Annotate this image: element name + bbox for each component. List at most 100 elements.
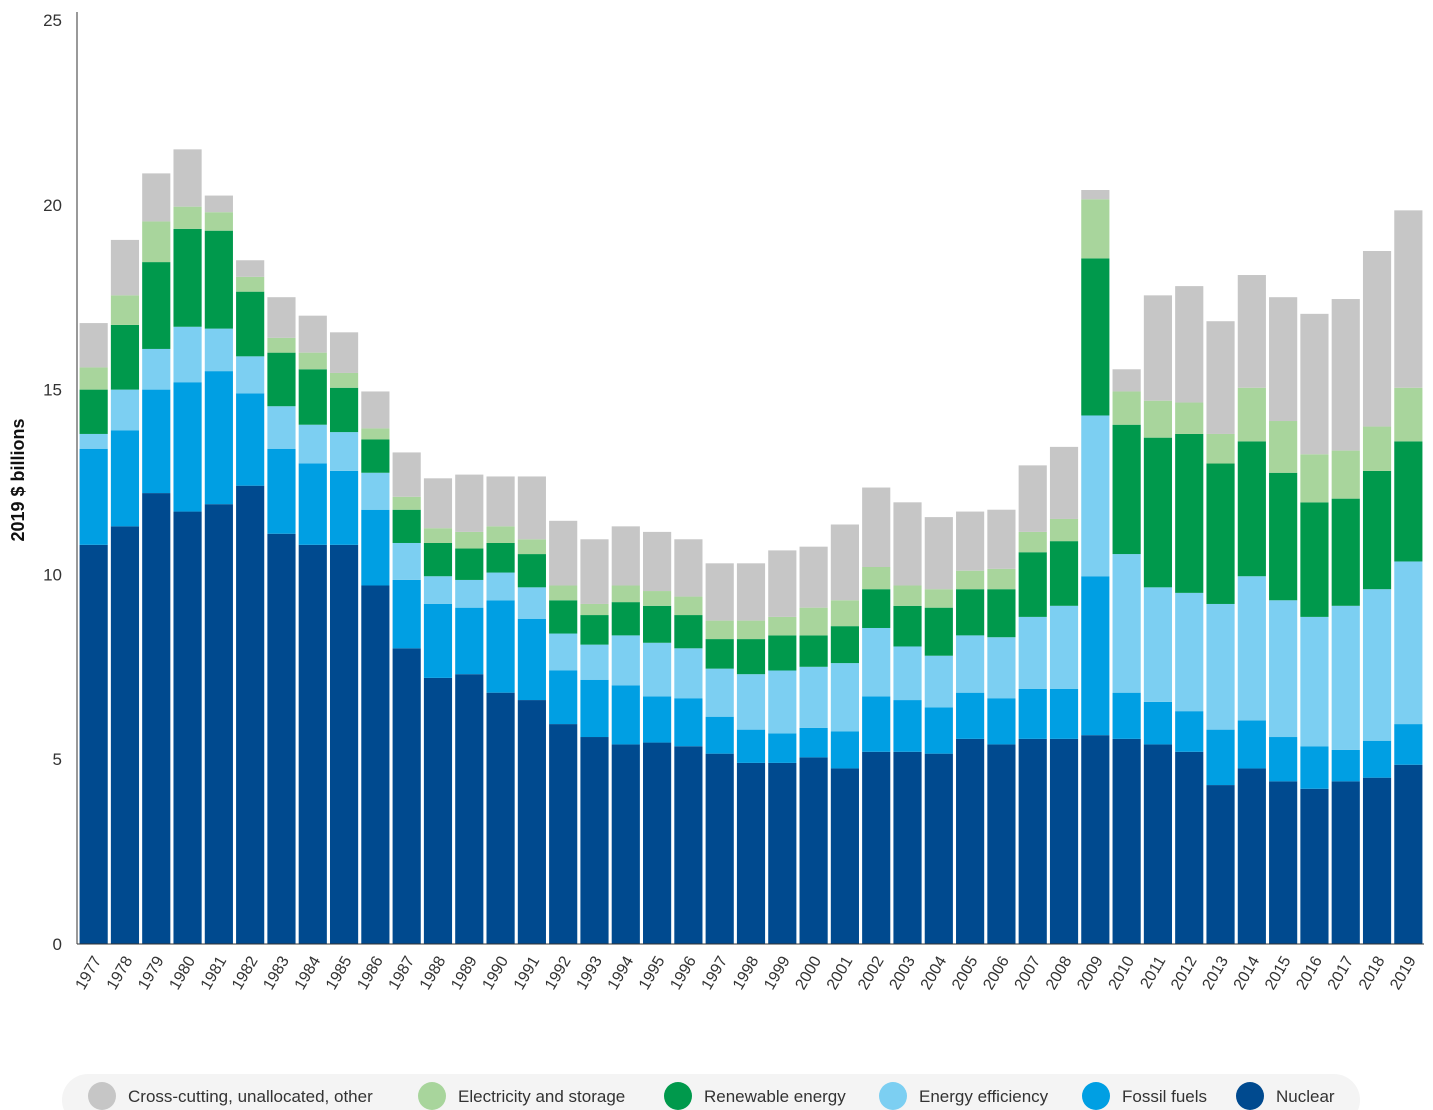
x-tick-label: 1981 bbox=[198, 953, 231, 992]
x-tick-label: 2001 bbox=[824, 953, 857, 992]
bar-segment bbox=[799, 666, 828, 728]
bar-segment bbox=[987, 637, 1016, 699]
bar-segment bbox=[517, 476, 546, 540]
bar-segment bbox=[329, 332, 359, 373]
bar-segment bbox=[455, 579, 484, 608]
y-tick-label: 20 bbox=[43, 196, 62, 215]
x-tick-label: 2010 bbox=[1106, 953, 1139, 992]
bar-segment bbox=[267, 533, 296, 944]
bar-segment bbox=[736, 620, 766, 640]
bar-segment bbox=[173, 206, 202, 229]
bar-segment bbox=[956, 738, 985, 944]
bar-segment bbox=[1362, 740, 1392, 778]
bar-segment bbox=[204, 212, 233, 231]
bar-segment bbox=[79, 448, 108, 545]
bar-segment bbox=[1269, 297, 1298, 422]
bar-segment bbox=[1112, 424, 1141, 555]
bar-segment bbox=[142, 389, 171, 494]
x-tick-label: 2002 bbox=[855, 953, 888, 992]
bar-segment bbox=[1206, 603, 1235, 730]
bar-segment bbox=[1112, 738, 1141, 944]
x-tick-label: 2003 bbox=[886, 953, 919, 992]
bar-segment bbox=[392, 509, 421, 543]
bar-segment bbox=[956, 570, 985, 590]
bar-segment bbox=[862, 696, 891, 752]
bar-segment bbox=[79, 389, 108, 434]
bar-segment bbox=[799, 757, 828, 944]
bar-segment bbox=[643, 531, 672, 592]
bar-segment bbox=[830, 768, 859, 944]
bar-segment bbox=[643, 605, 672, 643]
bar-segment bbox=[1362, 470, 1392, 590]
bar-segment bbox=[580, 679, 609, 738]
bar-segment bbox=[173, 511, 202, 944]
bar-segment bbox=[204, 328, 233, 372]
bar-segment bbox=[799, 635, 828, 667]
bar-segment bbox=[1081, 735, 1110, 944]
x-tick-label: 2004 bbox=[918, 953, 951, 992]
bar-segment bbox=[392, 648, 421, 944]
bar-segment bbox=[1112, 692, 1141, 739]
bar-segment bbox=[423, 478, 453, 529]
bar-segment bbox=[893, 585, 922, 606]
bar-segment bbox=[110, 526, 140, 944]
bar-segment bbox=[110, 389, 140, 431]
x-tick-label: 1999 bbox=[761, 953, 794, 992]
bar-segment bbox=[674, 648, 703, 699]
legend-label: Electricity and storage bbox=[458, 1087, 625, 1106]
bar-segment bbox=[236, 356, 265, 394]
x-tick-label: 1978 bbox=[104, 953, 137, 992]
bar-segment bbox=[517, 554, 546, 588]
bar-segment bbox=[1300, 454, 1329, 503]
bar-segment bbox=[423, 542, 453, 577]
bar-segment bbox=[173, 326, 202, 383]
bar-segment bbox=[1394, 561, 1423, 725]
bar-segment bbox=[987, 744, 1016, 944]
bar-segment bbox=[267, 352, 296, 407]
bar-segment bbox=[142, 262, 171, 349]
bar-segment bbox=[705, 639, 734, 669]
bar-segment bbox=[674, 615, 703, 649]
legend-label: Energy efficiency bbox=[919, 1087, 1049, 1106]
bar-segment bbox=[1081, 190, 1110, 200]
bar-segment bbox=[329, 432, 359, 471]
bar-segment bbox=[549, 585, 578, 601]
bar-segment bbox=[1175, 592, 1204, 712]
bar-segment bbox=[1049, 518, 1079, 542]
bar-segment bbox=[1206, 463, 1235, 604]
bar-segment bbox=[1237, 275, 1266, 388]
legend-label: Cross-cutting, unallocated, other bbox=[128, 1087, 373, 1106]
bar-segment bbox=[1112, 391, 1141, 425]
bar-segment bbox=[611, 685, 640, 745]
bar-segment bbox=[361, 428, 390, 440]
bar-segment bbox=[329, 470, 359, 545]
bar-segment bbox=[79, 323, 108, 368]
bar-segment bbox=[486, 692, 515, 944]
x-tick-label: 2013 bbox=[1199, 953, 1232, 992]
bar-segment bbox=[486, 476, 515, 527]
bar-segment bbox=[1237, 768, 1266, 944]
x-tick-label: 2018 bbox=[1356, 953, 1389, 992]
bar-segment bbox=[799, 727, 828, 758]
bar-segment bbox=[329, 387, 359, 433]
bar-segment bbox=[1269, 737, 1298, 782]
y-tick-label: 15 bbox=[43, 381, 62, 400]
bar-segment bbox=[298, 544, 327, 944]
bar-segment bbox=[736, 729, 766, 763]
bar-segment bbox=[987, 509, 1016, 569]
bar-segment bbox=[236, 291, 265, 357]
bar-segment bbox=[1300, 788, 1329, 944]
x-tick-label: 1983 bbox=[260, 953, 293, 992]
x-tick-label: 1990 bbox=[480, 953, 513, 992]
bar-segment bbox=[455, 548, 484, 580]
bar-segment bbox=[1331, 749, 1360, 782]
x-tick-label: 1982 bbox=[229, 953, 262, 992]
bar-segment bbox=[267, 406, 296, 449]
bar-segment bbox=[1112, 369, 1141, 392]
bar-segment bbox=[517, 700, 546, 944]
bar-segment bbox=[611, 602, 640, 636]
x-tick-label: 2000 bbox=[793, 953, 826, 992]
bar-segment bbox=[643, 696, 672, 743]
bar-segment bbox=[549, 724, 578, 944]
bar-segment bbox=[736, 674, 766, 730]
